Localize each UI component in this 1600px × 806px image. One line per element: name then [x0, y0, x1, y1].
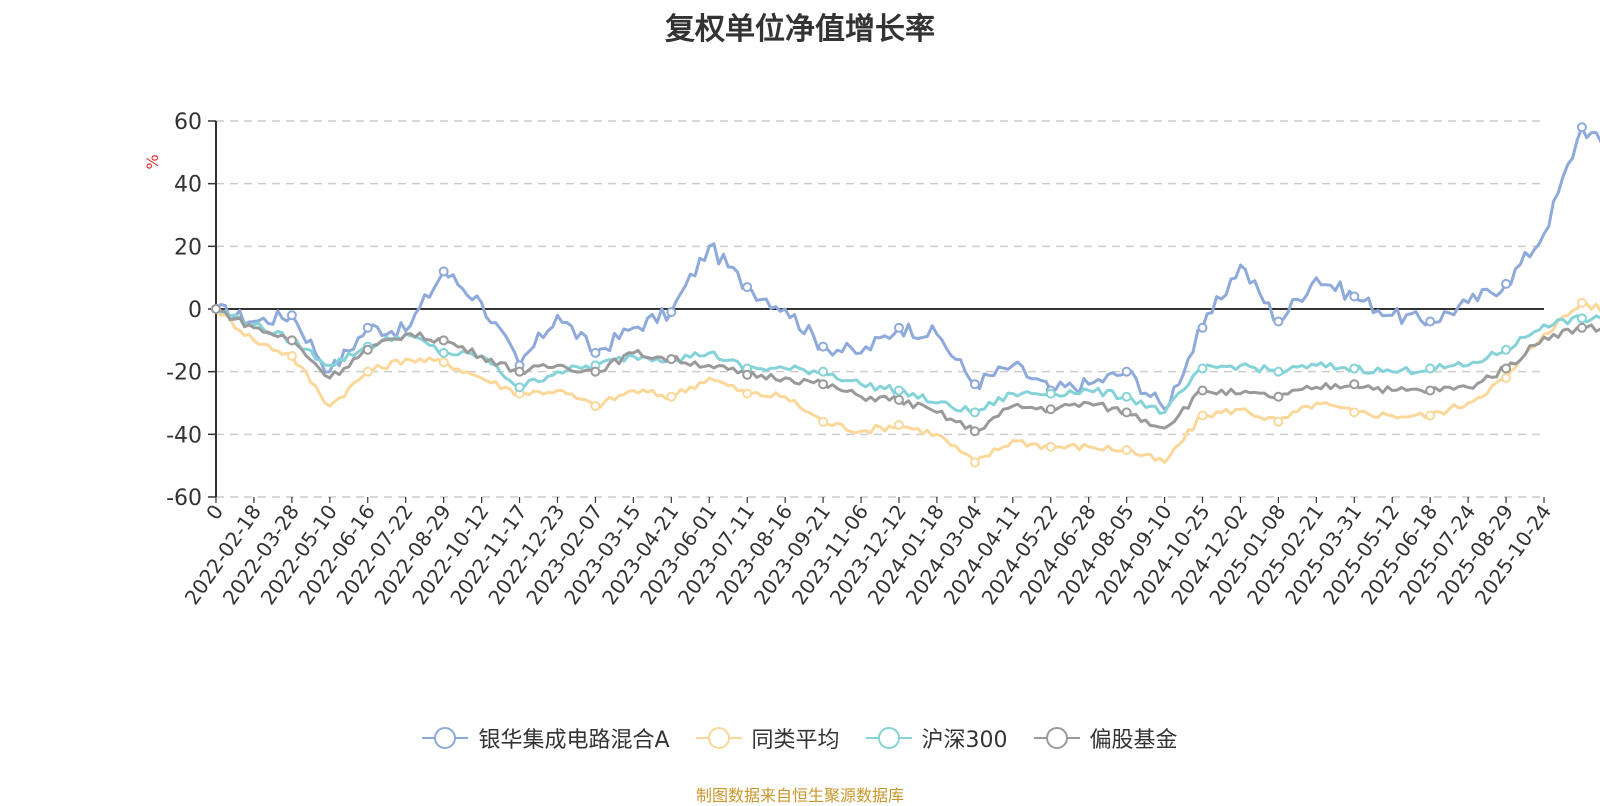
data-source-note: 制图数据来自恒生聚源数据库 — [695, 786, 904, 805]
series-point-3 — [438, 335, 449, 346]
series-point-0 — [590, 347, 601, 358]
series-point-1 — [362, 366, 373, 377]
legend-item-series-0[interactable]: 银华集成电路混合A — [422, 722, 670, 754]
legend: 银华集成电路混合A 同类平均 沪深300 偏股基金 — [0, 722, 1600, 754]
series-point-1 — [1425, 410, 1436, 421]
series-point-3 — [362, 344, 373, 355]
series-point-1 — [438, 357, 449, 368]
series-point-0 — [1121, 366, 1132, 377]
series-point-1 — [1197, 410, 1208, 421]
y-axis-label: % — [143, 154, 162, 169]
series-point-2 — [1273, 366, 1284, 377]
series-point-1 — [1501, 372, 1512, 383]
line-chart: 6040200-20-40-60%02022-02-182022-03-2820… — [143, 110, 1600, 609]
series-point-3 — [893, 394, 904, 405]
series-point-2 — [969, 407, 980, 418]
series-point-3 — [1501, 363, 1512, 374]
series-point-1 — [1576, 297, 1587, 308]
x-tick-label: 0 — [201, 500, 228, 524]
series-point-2 — [438, 347, 449, 358]
legend-circle-icon — [695, 726, 742, 750]
series-point-3 — [590, 366, 601, 377]
series-point-3 — [1576, 322, 1587, 333]
y-tick-label: -60 — [166, 486, 202, 511]
series-line-1 — [214, 301, 1600, 464]
legend-label: 偏股基金 — [1089, 728, 1178, 753]
series-point-1 — [969, 457, 980, 468]
legend-label: 沪深300 — [921, 728, 1008, 753]
legend-circle-icon — [865, 726, 912, 750]
chart-title: 复权单位净值增长率 — [665, 12, 935, 47]
y-tick-label: -20 — [166, 361, 202, 386]
y-tick-label: 60 — [174, 110, 202, 135]
series-point-1 — [742, 388, 753, 399]
series-point-2 — [1045, 388, 1056, 399]
legend-label: 同类平均 — [751, 728, 840, 753]
series-point-1 — [1045, 441, 1056, 452]
series-point-1 — [818, 416, 829, 427]
series-point-2 — [1501, 344, 1512, 355]
series-point-1 — [1349, 407, 1360, 418]
series-point-2 — [818, 366, 829, 377]
series-point-3 — [742, 369, 753, 380]
y-tick-label: 0 — [188, 298, 202, 323]
series-point-3 — [286, 335, 297, 346]
series-point-2 — [893, 385, 904, 396]
series-point-0 — [362, 322, 373, 333]
series-point-3 — [1045, 404, 1056, 415]
series-point-3 — [1349, 379, 1360, 390]
series-point-0 — [1197, 322, 1208, 333]
series-line-0 — [214, 125, 1600, 411]
series-point-3 — [1273, 391, 1284, 402]
series-point-0 — [1425, 316, 1436, 327]
legend-item-series-1[interactable]: 同类平均 — [695, 722, 840, 754]
series-point-2 — [1576, 313, 1587, 324]
series-point-1 — [286, 351, 297, 361]
series-point-0 — [742, 282, 753, 293]
series-line-2 — [215, 307, 1600, 415]
series-point-3 — [969, 426, 980, 437]
series-point-0 — [818, 341, 829, 352]
series-point-3 — [818, 379, 829, 390]
series-point-1 — [590, 401, 601, 412]
series-line-3 — [215, 307, 1600, 433]
series-point-3 — [211, 304, 221, 314]
series-point-3 — [666, 354, 677, 365]
series-point-0 — [969, 379, 980, 390]
series-point-0 — [286, 310, 297, 321]
series-point-2 — [514, 382, 525, 393]
series-point-0 — [1349, 291, 1360, 302]
series-point-1 — [893, 419, 904, 430]
series-point-0 — [1273, 316, 1284, 327]
series-point-3 — [514, 366, 525, 377]
series-point-3 — [1121, 407, 1132, 418]
series-point-0 — [438, 266, 449, 277]
series-point-2 — [1121, 391, 1132, 402]
y-tick-label: -40 — [166, 423, 202, 448]
legend-item-series-2[interactable]: 沪深300 — [865, 722, 1008, 754]
series-point-2 — [1425, 363, 1436, 374]
series-point-2 — [1197, 363, 1208, 374]
y-tick-label: 20 — [174, 235, 202, 260]
legend-circle-icon — [422, 726, 469, 750]
legend-circle-icon — [1033, 726, 1080, 750]
y-tick-label: 40 — [174, 173, 202, 198]
series-point-0 — [1501, 278, 1512, 289]
legend-item-series-3[interactable]: 偏股基金 — [1033, 722, 1178, 754]
series-point-1 — [666, 391, 677, 402]
series-point-0 — [1576, 122, 1587, 133]
legend-label: 银华集成电路混合A — [478, 728, 670, 753]
series-point-0 — [666, 307, 677, 318]
series-point-3 — [1425, 385, 1436, 396]
series-point-0 — [893, 322, 904, 333]
series-point-1 — [1273, 416, 1284, 427]
series-point-1 — [1121, 445, 1132, 455]
series-point-2 — [1349, 363, 1360, 374]
series-point-3 — [1197, 385, 1208, 396]
